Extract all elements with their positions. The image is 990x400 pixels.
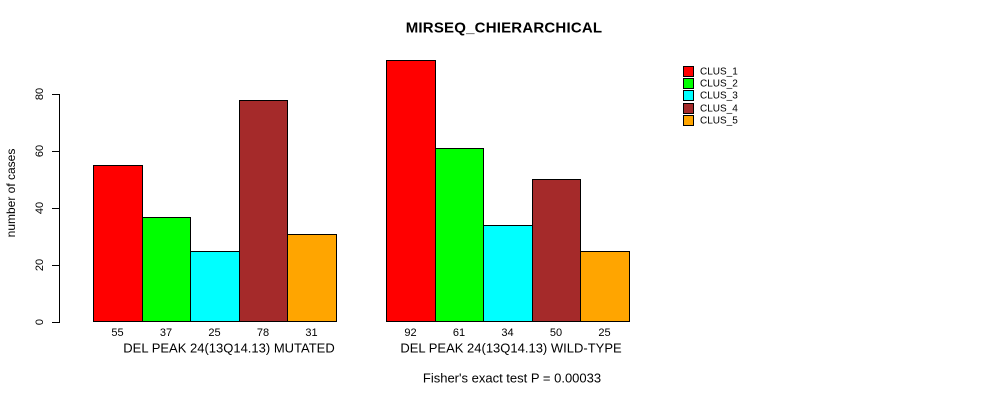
bar-value-label: 34 (501, 327, 514, 339)
legend-swatch-clus_4 (683, 103, 694, 114)
bar-clus_1-group1 (93, 165, 143, 322)
legend-swatch-clus_1 (683, 66, 694, 77)
y-axis-tick (52, 265, 59, 266)
bar-value-label: 31 (305, 327, 318, 339)
y-axis-tick (52, 94, 59, 95)
legend-label-clus_3: CLUS_3 (700, 90, 738, 101)
bar-clus_4-group2 (532, 179, 581, 322)
y-axis-tick (52, 151, 59, 152)
bar-value-label: 25 (208, 327, 221, 339)
bar-value-label: 50 (549, 327, 563, 339)
group-label-mutated: DEL PEAK 24(13Q14.13) MUTATED (123, 340, 335, 356)
bar-clus_3-group2 (483, 225, 533, 322)
bar-clus_4-group1 (239, 100, 288, 322)
y-axis-tick (52, 322, 59, 323)
legend-swatch-clus_3 (683, 90, 694, 101)
bar-clus_2-group2 (435, 148, 484, 322)
bar-clus_5-group2 (580, 251, 630, 322)
legend-label-clus_1: CLUS_1 (700, 66, 738, 77)
chart-title: MIRSEQ_CHIERARCHICAL (405, 19, 603, 37)
bar-clus_3-group1 (190, 251, 240, 322)
y-axis-line (59, 94, 60, 323)
legend-label-clus_4: CLUS_4 (700, 103, 738, 114)
annotation-text: Fisher's exact test P = 0.00033 (422, 370, 602, 386)
y-axis-tick-label: 60 (34, 144, 46, 158)
bar-clus_1-group2 (386, 60, 436, 322)
bar-value-label: 61 (452, 327, 466, 339)
y-axis-tick-label: 0 (34, 318, 46, 326)
y-axis-tick-label: 40 (34, 201, 46, 215)
bar-value-label: 25 (598, 327, 611, 339)
legend-swatch-clus_5 (683, 115, 694, 126)
legend-swatch-clus_2 (683, 78, 694, 89)
y-axis-tick-label: 80 (34, 87, 46, 101)
y-axis-title: number of cases (4, 148, 18, 238)
y-axis-tick (52, 208, 59, 209)
bar-value-label: 37 (159, 327, 173, 339)
bar-clus_5-group1 (287, 234, 337, 322)
legend-label-clus_2: CLUS_2 (700, 78, 738, 89)
y-axis-tick-label: 20 (34, 258, 46, 272)
bar-value-label: 78 (256, 327, 270, 339)
bar-value-label: 92 (404, 327, 417, 339)
legend-label-clus_5: CLUS_5 (700, 115, 738, 126)
bar-value-label: 55 (111, 327, 124, 339)
bar-clus_2-group1 (142, 217, 191, 322)
group-label-wild-type: DEL PEAK 24(13Q14.13) WILD-TYPE (400, 340, 622, 356)
